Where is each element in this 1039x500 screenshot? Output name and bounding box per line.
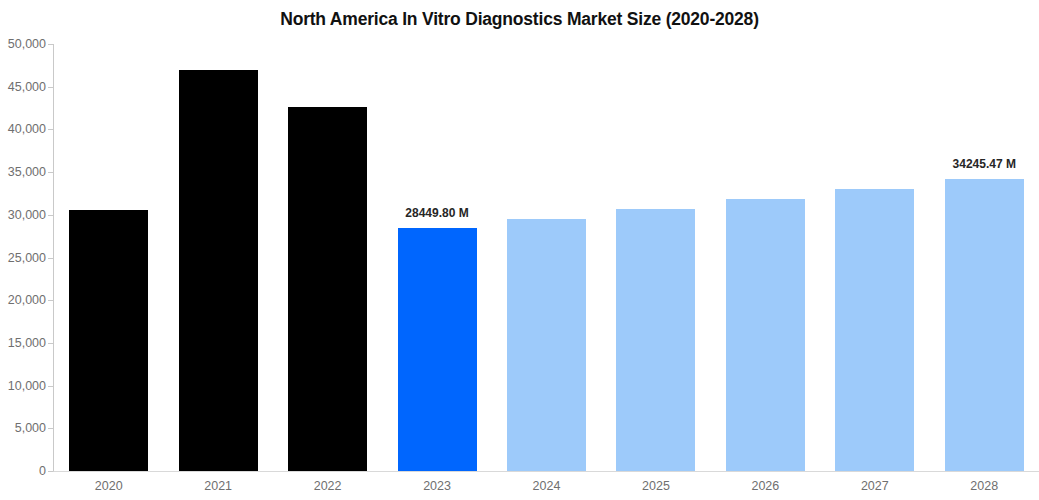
x-tick-label-2021: 2021 [178,479,258,493]
x-tick-label-2023: 2023 [397,479,477,493]
bar-2024 [507,219,586,471]
y-tick-label: 30,000 [0,207,46,223]
y-tick-label: 15,000 [0,335,46,351]
x-tick-label-2022: 2022 [288,479,368,493]
y-tick-label: 40,000 [0,121,46,137]
bar-2022 [288,107,367,471]
bar-2023 [398,228,477,471]
plot-area: 202020212022202328449.80 M20242025202620… [53,44,1039,472]
x-tick-label-2025: 2025 [616,479,696,493]
y-tick-label: 5,000 [0,420,46,436]
y-tick-label: 25,000 [0,250,46,266]
x-tick-label-2027: 2027 [835,479,915,493]
chart-canvas: North America In Vitro Diagnostics Marke… [0,0,1039,500]
bar-value-label-2023: 28449.80 M [372,206,502,220]
y-tick-label: 35,000 [0,164,46,180]
x-tick-label-2028: 2028 [944,479,1024,493]
bar-2021 [179,70,258,471]
chart-title: North America In Vitro Diagnostics Marke… [0,9,1039,30]
x-tick-label-2024: 2024 [507,479,587,493]
bar-2026 [726,199,805,471]
bar-2028 [945,179,1024,471]
y-tick-label: 10,000 [0,378,46,394]
bar-2020 [69,210,148,471]
bar-2027 [835,189,914,471]
x-tick-label-2020: 2020 [69,479,149,493]
y-tick-label: 20,000 [0,292,46,308]
bar-2025 [616,209,695,471]
x-tick-label-2026: 2026 [725,479,805,493]
y-tick-label: 45,000 [0,79,46,95]
y-tick-label: 0 [0,463,46,479]
bar-value-label-2028: 34245.47 M [919,157,1039,171]
y-tick-label: 50,000 [0,36,46,52]
